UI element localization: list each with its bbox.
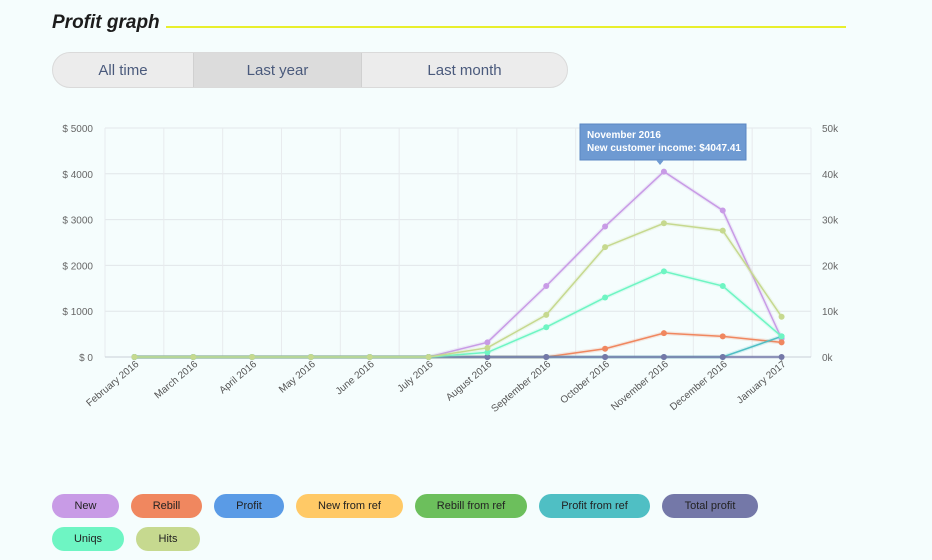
point-new[interactable] <box>543 283 550 290</box>
legend-new-button[interactable]: New <box>52 494 119 518</box>
title-divider <box>166 26 846 28</box>
point-rebill[interactable] <box>778 339 785 346</box>
point-new[interactable] <box>602 223 609 230</box>
tab-last-year[interactable]: Last year <box>194 53 362 87</box>
point-total-profit[interactable] <box>660 354 667 360</box>
point-total-profit[interactable] <box>778 354 785 360</box>
point-uniqs[interactable] <box>602 294 609 301</box>
point-uniqs[interactable] <box>660 268 667 275</box>
y-left-tick-label: $ 0 <box>79 353 93 364</box>
x-tick-label: June 2016 <box>334 359 377 398</box>
x-tick-label: September 2016 <box>489 359 553 415</box>
page-title: Profit graph <box>52 12 160 33</box>
point-hits[interactable] <box>307 354 314 360</box>
y-right-tick-label: 30k <box>822 216 839 227</box>
x-tick-label: October 2016 <box>559 359 613 407</box>
legend-rebill-from-ref-button[interactable]: Rebill from ref <box>415 494 527 518</box>
chart-tooltip: November 2016 New customer income: $4047… <box>579 123 747 165</box>
point-new[interactable] <box>660 168 667 175</box>
x-tick-label: August 2016 <box>444 359 494 404</box>
point-uniqs[interactable] <box>543 324 550 331</box>
x-tick-label: April 2016 <box>217 359 259 397</box>
point-new[interactable] <box>484 339 491 346</box>
y-right-tick-label: 10k <box>822 307 839 318</box>
point-hits[interactable] <box>719 227 726 234</box>
y-right-tick-label: 50k <box>822 124 839 135</box>
y-left-tick-label: $ 4000 <box>62 170 93 181</box>
tab-last-month[interactable]: Last month <box>427 61 502 79</box>
legend-total-profit-button[interactable]: Total profit <box>662 494 758 518</box>
point-hits[interactable] <box>484 344 491 351</box>
tab-all-time[interactable]: All time <box>53 53 194 87</box>
y-right-tick-label: 20k <box>822 261 839 272</box>
x-tick-label: July 2016 <box>396 359 436 395</box>
point-total-profit[interactable] <box>484 354 491 360</box>
profit-chart: $ 0 0k $ 1000 10k $ 2000 20k $ 3000 30k $ 4000 40… <box>62 123 839 415</box>
x-tick-label: February 2016 <box>84 359 141 410</box>
legend-profit-from-ref-button[interactable]: Profit from ref <box>539 494 650 518</box>
point-total-profit[interactable] <box>543 354 550 360</box>
tooltip-title: November 2016 <box>587 130 661 141</box>
y-left-tick-label: $ 2000 <box>62 261 93 272</box>
legend-hits-button[interactable]: Hits <box>136 527 200 551</box>
y-left-tick-label: $ 5000 <box>62 124 93 135</box>
point-hits[interactable] <box>131 354 138 360</box>
legend-new-from-ref-button[interactable]: New from ref <box>296 494 403 518</box>
point-hits[interactable] <box>366 354 373 360</box>
tooltip-pointer <box>656 160 664 165</box>
point-hits[interactable] <box>602 244 609 251</box>
tooltip-value: New customer income: $4047.41 <box>587 143 741 154</box>
point-uniqs[interactable] <box>484 349 491 356</box>
point-rebill[interactable] <box>719 333 726 340</box>
y-right-tick-label: 40k <box>822 170 839 181</box>
point-hits[interactable] <box>660 220 667 227</box>
point-hits[interactable] <box>425 354 432 360</box>
point-total-profit[interactable] <box>719 354 726 360</box>
point-rebill[interactable] <box>602 345 609 352</box>
point-uniqs[interactable] <box>719 283 726 290</box>
series-line-hits <box>134 222 783 358</box>
point-hits[interactable] <box>543 311 550 318</box>
point-hits[interactable] <box>778 313 785 320</box>
y-left-tick-label: $ 1000 <box>62 307 93 318</box>
legend-rebill-button[interactable]: Rebill <box>131 494 202 518</box>
x-tick-label: December 2016 <box>668 359 730 413</box>
point-rebill[interactable] <box>660 330 667 337</box>
y-right-tick-label: 0k <box>822 353 834 364</box>
point-total-profit[interactable] <box>602 354 609 360</box>
x-tick-label: November 2016 <box>609 359 671 413</box>
period-tabs: All time Last year Last month <box>52 52 568 88</box>
point-new[interactable] <box>719 207 726 214</box>
x-tick-label: January 2017 <box>735 359 789 407</box>
x-tick-label: May 2016 <box>277 359 318 396</box>
legend-uniqs-button[interactable]: Uniqs <box>52 527 124 551</box>
point-hits[interactable] <box>249 354 256 360</box>
x-tick-label: March 2016 <box>153 359 201 402</box>
tooltip-box <box>579 123 747 161</box>
legend-profit-button[interactable]: Profit <box>214 494 284 518</box>
point-hits[interactable] <box>190 354 197 360</box>
y-left-tick-label: $ 3000 <box>62 216 93 227</box>
point-uniqs[interactable] <box>778 333 785 340</box>
